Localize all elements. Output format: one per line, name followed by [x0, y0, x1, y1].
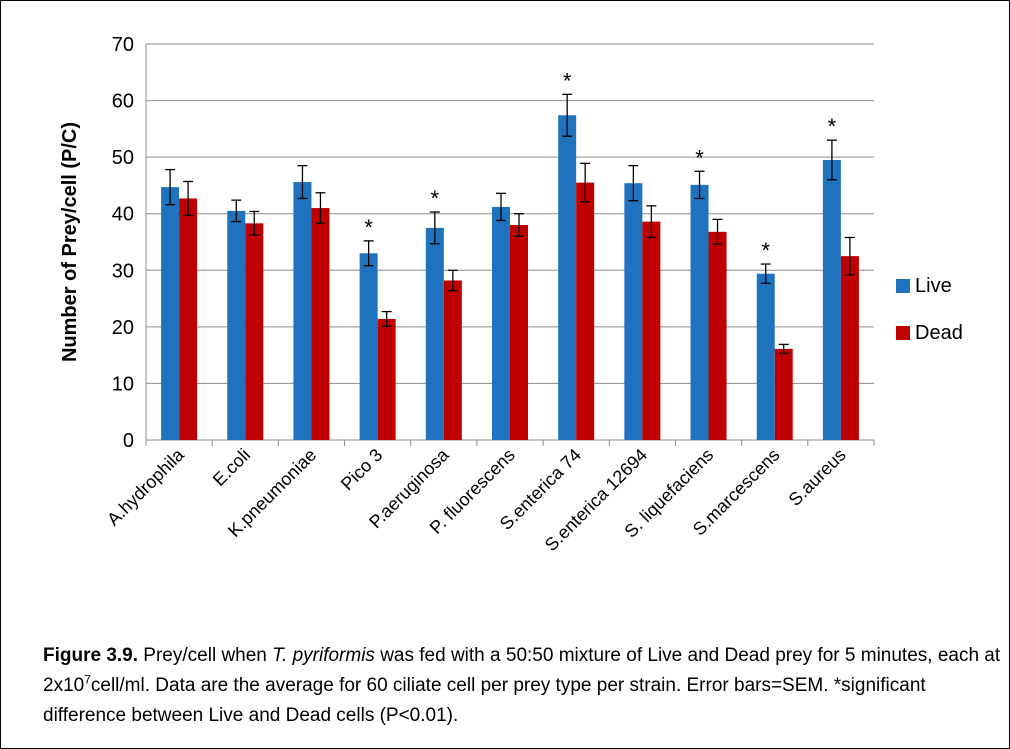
bar-dead	[443, 280, 462, 440]
caption-exponent: 7	[84, 672, 91, 687]
significance-marker: *	[761, 238, 770, 263]
y-tick-label: 40	[112, 204, 134, 226]
x-tick-label: S.aureus	[785, 445, 850, 510]
legend-swatch-live	[896, 279, 910, 293]
y-tick-label: 70	[112, 34, 134, 56]
bar-dead	[576, 182, 595, 440]
caption-text-3: cell/ml. Data are the average for 60 cil…	[43, 675, 926, 726]
caption-text-1: Prey/cell when	[138, 645, 273, 666]
bar-live	[227, 210, 246, 440]
significance-marker: *	[828, 114, 837, 139]
bar-live	[624, 183, 643, 440]
bar-live	[293, 182, 312, 440]
significance-marker: *	[563, 68, 572, 93]
bar-live	[425, 227, 444, 440]
figure-caption: Figure 3.9. Prey/cell when T. pyriformis…	[43, 641, 1003, 731]
bar-dead	[774, 348, 793, 440]
caption-species: T. pyriformis	[272, 645, 375, 666]
bar-live	[690, 184, 709, 440]
y-tick-label: 50	[112, 147, 134, 169]
legend-label-dead: Dead	[915, 322, 963, 344]
x-tick-label: Pico 3	[337, 445, 387, 495]
significance-marker: *	[431, 186, 440, 211]
bar-live	[756, 273, 775, 440]
y-tick-label: 10	[112, 373, 134, 395]
bar-dead	[179, 198, 198, 440]
y-tick-label: 60	[112, 91, 134, 113]
significance-marker: *	[695, 145, 704, 170]
bar-live	[558, 115, 577, 440]
caption-label: Figure 3.9.	[43, 645, 139, 666]
legend-swatch-dead	[896, 326, 910, 340]
bar-dead	[642, 221, 661, 440]
bar-chart: 0 10 20 30 40 50 60 70 Number of Prey/cell (P/C)…	[59, 34, 963, 555]
y-axis-title: Number of Prey/cell (P/C)	[59, 122, 81, 362]
y-tick-label: 0	[123, 430, 134, 452]
y-tick-label: 20	[112, 317, 134, 339]
bar-dead	[377, 318, 396, 440]
bar-dead	[245, 223, 264, 440]
bar-dead	[840, 256, 859, 440]
y-tick-label: 30	[112, 260, 134, 282]
bar-live	[822, 159, 841, 440]
bar-live	[359, 253, 378, 440]
bar-dead	[510, 225, 528, 440]
bar-dead	[708, 231, 727, 440]
significance-marker: *	[364, 215, 373, 240]
bar-dead	[311, 208, 330, 440]
caption-text-2: was fed with a 50:50 mixture of Live and…	[43, 645, 1001, 696]
x-tick-label: A.hydrophila	[103, 444, 189, 530]
legend-label-live: Live	[915, 275, 952, 297]
x-tick-label: E.coli	[209, 445, 254, 490]
bar-live	[492, 206, 510, 440]
bar-live	[161, 187, 180, 440]
